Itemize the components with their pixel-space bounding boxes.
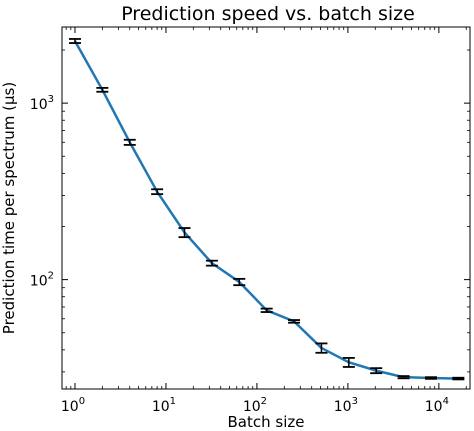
error-bar	[452, 376, 465, 381]
y-tick-label: 102	[30, 271, 54, 290]
chart-title: Prediction speed vs. batch size	[121, 3, 415, 25]
error-bar	[260, 307, 273, 313]
error-bar	[68, 38, 81, 44]
error-bar	[233, 277, 246, 287]
series-group	[68, 38, 465, 381]
error-bar	[342, 357, 355, 368]
x-tick-label: 102	[243, 396, 267, 415]
x-tick-label: 104	[425, 396, 449, 415]
error-bar	[151, 188, 164, 196]
error-bar	[315, 342, 328, 354]
x-tick-label: 100	[61, 396, 85, 415]
axis-ticks: 100 101 102 103 104 102 103	[30, 27, 470, 415]
error-bar	[424, 376, 437, 380]
y-tick-label: 103	[30, 94, 54, 113]
error-bar	[205, 259, 218, 267]
error-bar	[288, 319, 301, 324]
x-tick-label: 103	[334, 396, 358, 415]
error-bar	[370, 367, 383, 375]
error-bar	[123, 138, 136, 146]
series-line	[73, 40, 459, 380]
x-axis-label: Batch size	[228, 413, 305, 431]
y-axis-label: Prediction time per spectrum (μs)	[0, 82, 18, 334]
error-bar	[397, 375, 410, 380]
error-bar	[96, 86, 109, 93]
error-bar	[178, 227, 191, 239]
plot-frame	[61, 26, 471, 390]
x-tick-label: 101	[152, 396, 176, 415]
